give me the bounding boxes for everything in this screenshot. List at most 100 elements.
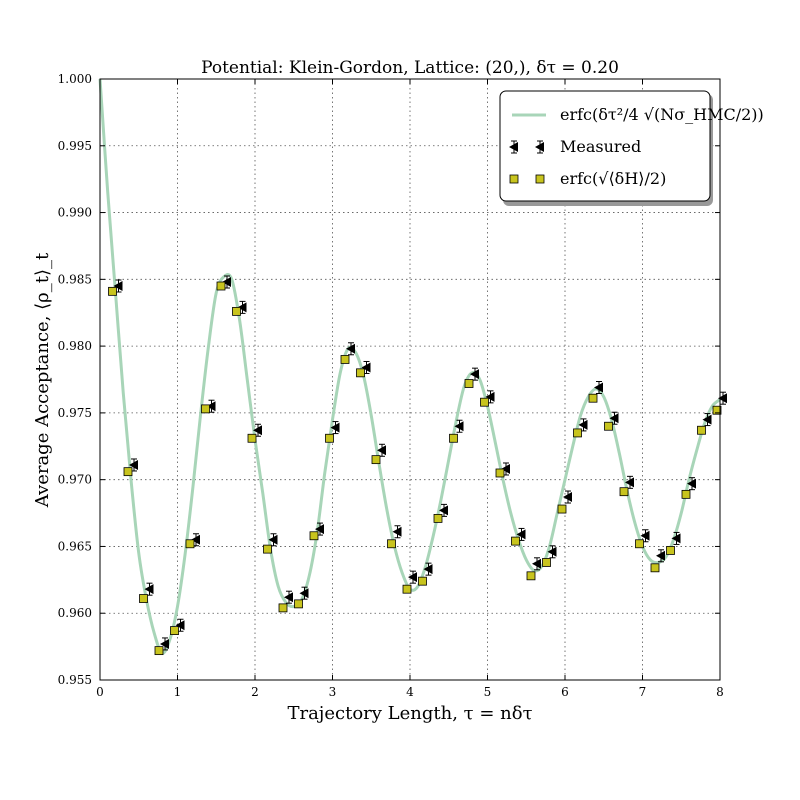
measured-point [423,562,433,576]
measured-point [485,390,495,404]
y-tick-label: 0.985 [58,272,92,286]
measured-point [408,570,417,584]
measured-point [160,637,169,651]
erfc-point [464,379,474,388]
measured-point [625,475,634,489]
measured-point [671,531,681,545]
erfc-point [371,455,381,465]
erfc-point [681,489,691,499]
measured-point [284,590,293,604]
markers [108,275,727,656]
x-tick-label: 0 [96,685,104,699]
y-tick-label: 0.975 [58,406,92,420]
measured-point [454,419,464,433]
x-tick-label: 3 [329,685,337,699]
y-tick-label: 0.970 [58,473,92,487]
erfc-point [449,433,458,443]
measured-point [532,557,541,571]
measured-point [175,618,185,632]
erfc-point [650,563,660,573]
erfc-point [635,539,644,549]
measured-point [687,477,696,491]
measured-point [702,413,712,427]
y-tick-label: 0.965 [58,539,92,553]
measured-point [501,462,510,476]
erfc-point [356,368,365,378]
erfc-point [666,546,675,555]
axis-ticks: 0 1 2 3 4 5 6 7 8 0.955 0.960 0.965 0.970 0.975 0.980 0… [58,72,724,699]
erfc-point [170,626,179,635]
x-tick-label: 4 [406,685,414,699]
y-axis-label: Average Acceptance, ⟨ρ_t⟩_t [32,252,53,508]
x-tick-label: 5 [484,685,492,699]
x-tick-label: 1 [174,685,182,699]
legend-label-theory: erfc(δτ²/4 √(Nσ_HMC/2)) [560,105,764,124]
measured-point [377,443,386,457]
measured-point [299,586,309,600]
legend-box [499,90,711,202]
measured-point [346,342,355,356]
measured-point [718,391,727,405]
erfc-point [278,603,288,613]
x-tick-label: 7 [639,685,647,699]
measured-point [470,367,479,381]
erfc-point [232,306,241,316]
erfc-point [108,286,117,296]
erfc-point [697,425,706,435]
erfc-point [216,281,226,291]
erfc-point [123,467,133,477]
measured-point [222,275,231,289]
erfc-point [573,428,582,438]
legend-label-erfc: erfc(√⟨δH⟩/2) [560,169,666,188]
erfc-point [154,646,164,656]
erfc-swatch-marker [509,174,519,184]
erfc-point [340,355,350,364]
y-tick-label: 0.995 [58,139,92,153]
erfc-swatch-marker [535,174,545,184]
erfc-point [418,576,427,586]
measured-point [191,533,200,547]
erfc-point [185,539,195,549]
measured-swatch-marker [535,140,544,154]
legend-measured-swatch [509,140,544,154]
measured-point [656,549,665,563]
erfc-point [325,433,334,443]
y-tick-label: 0.960 [58,606,92,620]
legend-label-measured: Measured [560,137,641,156]
erfc-point [526,571,536,581]
measured-point [392,525,402,539]
erfc-point [139,594,148,603]
chart-title: Potential: Klein-Gordon, Lattice: (20,),… [201,58,619,78]
erfc-point [588,393,598,403]
erfc-point [433,513,443,523]
y-tick-label: 0.980 [58,339,92,353]
erfc-point [402,584,412,594]
measured-point [144,582,154,596]
measured-point [361,360,371,374]
measured-point [237,300,247,314]
y-tick-label: 0.990 [58,206,92,220]
theory-curve-line [98,78,721,655]
x-tick-label: 6 [561,685,569,699]
erfc-point [542,558,551,567]
x-axis-label: Trajectory Length, τ = nδτ [287,703,532,724]
erfc-point [557,504,567,514]
erfc-point [263,544,272,554]
x-tick-label: 8 [716,685,724,699]
erfc-point [511,536,520,546]
legend: erfc(δτ²/4 √(Nσ_HMC/2)) Measured erfc(√⟨… [499,90,764,206]
measured-swatch-marker [509,140,518,154]
measured-point [547,545,557,559]
erfc-point [495,468,505,478]
erfc-point [712,405,722,415]
erfc-point [247,433,257,443]
erfc-point [309,531,319,541]
y-tick-label: 1.000 [58,72,92,86]
measured-point [563,490,572,504]
erfc-point [201,404,210,414]
measured-point [206,399,216,413]
erfc-point [294,599,303,609]
measured-point [609,411,619,425]
erfc-point [619,487,629,497]
